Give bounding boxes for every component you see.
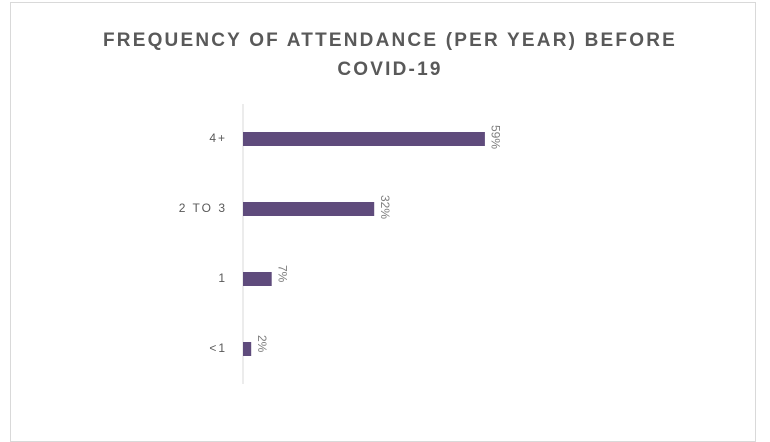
bar xyxy=(243,132,485,146)
data-label: 59% xyxy=(489,125,503,149)
chart: 4+ 59% 2 TO 3 32% 1 7% <1 2% xyxy=(179,104,503,384)
y-tick-label: 1 xyxy=(218,271,227,285)
data-label: 7% xyxy=(276,265,290,283)
page: {"chart_data": {"type": "bar", "orientat… xyxy=(10,2,756,442)
bar xyxy=(243,342,252,356)
y-tick-label: 2 TO 3 xyxy=(179,201,227,215)
bar xyxy=(243,202,375,216)
data-label: 32% xyxy=(378,195,392,219)
y-tick-label: <1 xyxy=(209,341,227,355)
data-label: 2% xyxy=(255,335,269,353)
y-tick-label: 4+ xyxy=(209,131,227,145)
bar xyxy=(243,272,272,286)
chart-title: FREQUENCY OF ATTENDANCE (PER YEAR) BEFOR… xyxy=(102,30,678,80)
